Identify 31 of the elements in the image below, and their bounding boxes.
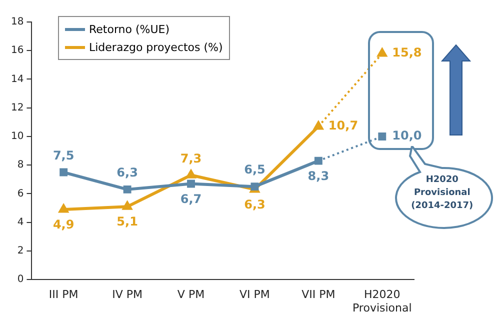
x-tick-label: III PM [48,288,78,302]
legend-label: Liderazgo proyectos (%) [89,40,223,54]
data-label: 6,5 [244,162,266,177]
x-tick-label: H2020 Provisional [352,288,412,314]
y-tick-label: 10 [10,131,24,142]
data-label: 5,1 [116,214,138,229]
legend-label: Retorno (%UE) [89,22,170,36]
data-label: 7,5 [52,148,74,162]
data-label: 8,3 [308,168,330,183]
x-tick-label: IV PM [112,288,142,302]
x-tick-label: VI PM [240,288,270,302]
y-tick-label: 4 [17,216,24,228]
y-tick-label: 2 [17,246,24,257]
data-label: 6,3 [244,198,266,212]
data-label: 6,3 [116,166,138,180]
y-tick-label: 18 [10,16,24,28]
data-label: 7,3 [180,151,202,166]
y-tick-label: 8 [17,160,24,171]
x-tick-label: VII PM [302,288,336,302]
data-label: 10,7 [328,118,358,133]
y-tick-label: 12 [10,102,24,114]
data-label: 6,7 [180,192,202,206]
data-label: 10,0 [392,128,422,143]
y-tick-label: 6 [17,188,24,200]
x-tick-label: V PM [177,288,205,302]
y-tick-label: 16 [10,45,24,56]
y-tick-label: 14 [10,74,24,85]
data-label: 15,8 [392,46,422,60]
annotation: H2020 Provisional (2014-2017) [410,174,474,214]
y-tick-label: 0 [17,274,24,286]
data-label: 4,9 [52,218,74,232]
